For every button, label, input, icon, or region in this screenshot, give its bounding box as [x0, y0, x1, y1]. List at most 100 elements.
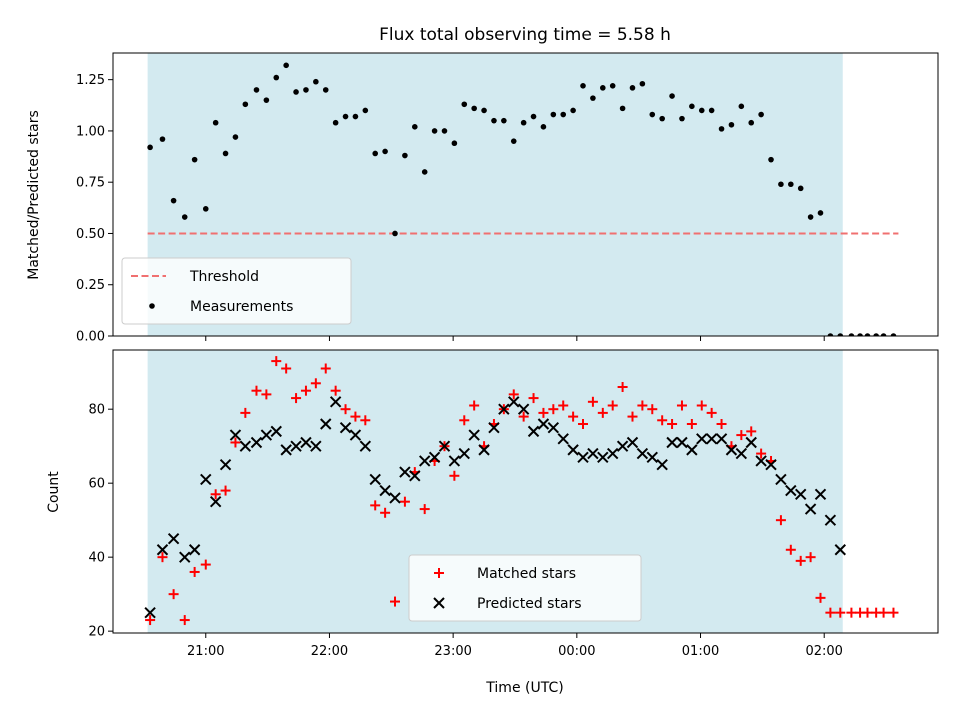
- matched-point: [676, 400, 687, 411]
- matched-point: [189, 566, 200, 577]
- predicted-point: [775, 473, 787, 486]
- matched-point: [795, 555, 806, 566]
- measurement-point: [590, 95, 596, 101]
- axes-frame: [112, 52, 939, 337]
- matched-point: [716, 418, 727, 429]
- measurement-point: [679, 115, 685, 122]
- matched-point: [736, 430, 747, 441]
- x-tick-label: 23:00: [434, 644, 471, 659]
- measurement-point: [313, 78, 319, 85]
- x-tick-label: 01:00: [682, 644, 719, 659]
- predicted-point: [597, 451, 609, 463]
- measurement-point: [560, 111, 567, 118]
- measurement-point: [451, 140, 458, 147]
- matched-point: [558, 400, 569, 411]
- measurement-point: [718, 126, 725, 132]
- y-tick-label: 0.75: [76, 176, 105, 191]
- matched-point: [310, 378, 321, 389]
- matched-point: [775, 515, 786, 526]
- measurement-point: [797, 185, 804, 192]
- predicted-point: [656, 458, 668, 471]
- measurement-point: [748, 119, 755, 126]
- measurement-point: [159, 136, 166, 142]
- matched-point: [261, 389, 272, 400]
- matched-point: [805, 552, 816, 563]
- matched-point: [706, 407, 717, 418]
- predicted-point: [188, 544, 201, 556]
- matched-point: [528, 393, 539, 404]
- predicted-point: [606, 447, 619, 460]
- matched-point: [145, 615, 156, 626]
- matched-point: [340, 404, 351, 415]
- measurement-point: [253, 87, 260, 93]
- matched-point: [647, 404, 658, 415]
- matched-point: [230, 437, 241, 448]
- measurement-point: [619, 105, 626, 112]
- predicted-point: [359, 440, 372, 452]
- matched-point: [518, 411, 529, 422]
- predicted-point: [428, 451, 441, 463]
- matched-point: [686, 418, 697, 429]
- matched-point: [607, 400, 618, 411]
- measurement-point: [471, 105, 477, 112]
- measurement-point: [263, 97, 270, 103]
- predicted-point: [834, 544, 846, 556]
- measurement-point: [441, 128, 448, 134]
- measurement-point: [342, 113, 349, 120]
- matched-point: [271, 356, 282, 367]
- predicted-point: [448, 455, 461, 467]
- y-tick-label: 60: [88, 477, 105, 492]
- predicted-point: [280, 444, 292, 456]
- measurement-point: [890, 333, 897, 336]
- measurement-point: [491, 117, 497, 124]
- predicted-point: [270, 425, 282, 438]
- matched-point: [746, 426, 757, 437]
- y-tick-label: 1.25: [76, 73, 105, 88]
- predicted-point: [156, 544, 169, 556]
- predicted-point: [765, 458, 777, 471]
- matched-point: [449, 470, 460, 481]
- measurement-point: [873, 333, 879, 336]
- x-tick-label: 02:00: [805, 644, 842, 659]
- matched-point: [390, 596, 401, 607]
- measurement-point: [857, 333, 863, 336]
- matched-point: [756, 448, 767, 459]
- predicted-point: [676, 436, 688, 449]
- predicted-point: [587, 447, 599, 460]
- legend-box: [408, 554, 642, 622]
- measurement-point: [837, 333, 844, 336]
- matched-point: [538, 407, 549, 418]
- predicted-point: [260, 429, 273, 441]
- measurement-point: [629, 85, 636, 91]
- measurement-point: [600, 85, 606, 91]
- measurement-point: [181, 214, 188, 220]
- matched-point: [597, 407, 608, 418]
- predicted-point: [219, 458, 232, 471]
- legend-matched-swatch: [434, 568, 444, 578]
- measurement-point: [481, 107, 487, 114]
- predicted-point: [310, 440, 322, 452]
- matched-point: [657, 415, 668, 426]
- measurement-point: [273, 74, 280, 81]
- measurement-point: [501, 117, 507, 124]
- measurement-point: [191, 156, 198, 163]
- predicted-point: [745, 436, 757, 449]
- matched-point: [508, 389, 519, 400]
- measurement-point: [540, 124, 547, 130]
- predicted-point: [725, 444, 738, 456]
- matched-point: [370, 500, 381, 511]
- matched-point: [469, 400, 480, 411]
- predicted-point: [794, 488, 807, 500]
- measurement-point: [461, 101, 468, 108]
- predicted-point: [735, 447, 748, 460]
- matched-point: [210, 489, 221, 500]
- measurement-point: [392, 230, 398, 237]
- measurement-point: [864, 333, 871, 336]
- matched-point: [399, 496, 410, 507]
- predicted-point: [814, 488, 827, 500]
- matched-point: [291, 393, 302, 404]
- predicted-point: [209, 495, 222, 508]
- predicted-point: [179, 551, 191, 563]
- matched-point: [548, 404, 559, 415]
- legend-threshold-label: Threshold: [189, 269, 259, 285]
